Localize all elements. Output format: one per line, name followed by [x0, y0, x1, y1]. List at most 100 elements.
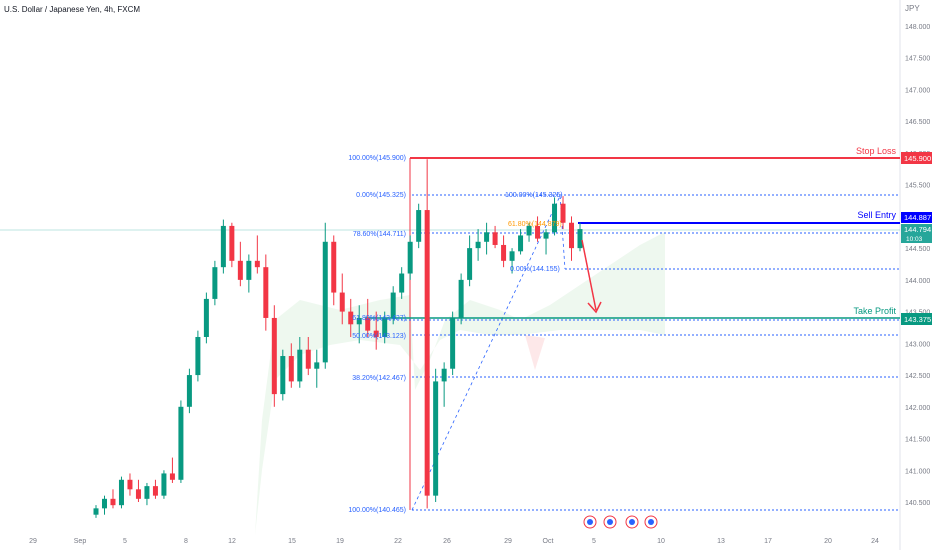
projection-arrow-shaft	[581, 239, 597, 311]
candle-body	[450, 317, 456, 369]
stop-loss-tag	[901, 152, 932, 164]
candle-body	[416, 210, 422, 242]
candle-body	[560, 203, 566, 223]
fib-label-786: 78.60%(144.711)	[353, 231, 406, 238]
candle-body	[212, 267, 218, 299]
fib-label-618: 61.80%(143.427)	[352, 315, 406, 322]
y-tick-label: 142.500	[905, 373, 930, 380]
fib-label-382: 38.20%(142.467)	[352, 375, 406, 382]
candle-body	[220, 225, 226, 268]
candle-body	[535, 225, 541, 239]
fib-right-label-618: 61.80%(144.879)	[508, 221, 562, 228]
y-tick-label: 141.000	[905, 468, 930, 475]
x-tick-label: 5	[592, 538, 596, 545]
fib-lines	[0, 194, 900, 511]
y-tick-label: 144.500	[905, 246, 930, 253]
stop-loss-label: Stop Loss	[856, 146, 897, 156]
candle-body	[484, 232, 490, 242]
candle-body	[348, 311, 354, 325]
fib-right-label-0: 0.00%(144.155)	[510, 266, 560, 273]
y-tick-label: 142.000	[905, 405, 930, 412]
x-tick-label: Sep	[74, 538, 87, 545]
candle-body	[144, 486, 150, 499]
candle-body	[543, 232, 549, 239]
candle-body	[569, 222, 575, 249]
candle-body	[169, 473, 175, 480]
sell-entry-tag	[901, 212, 932, 223]
take-profit-tag	[901, 313, 932, 325]
take-profit-value: 143.375	[904, 315, 931, 324]
y-tick-label: 147.000	[905, 87, 930, 94]
candle-body	[110, 498, 116, 506]
chart-title: U.S. Dollar / Japanese Yen, 4h, FXCM	[4, 5, 141, 14]
take-profit-label: Take Profit	[853, 306, 896, 316]
candle-body	[263, 267, 269, 318]
candle-body	[365, 317, 371, 331]
fib-right-label-100: 100.00%(145.325)	[505, 192, 563, 199]
candle-body	[356, 317, 362, 325]
candle-body	[433, 381, 439, 496]
candle-body	[118, 479, 124, 506]
candle-body	[475, 241, 481, 249]
flag-inner	[648, 519, 654, 525]
candle-body	[203, 298, 209, 337]
y-tick-label: 145.500	[905, 183, 930, 190]
candle-body	[501, 244, 507, 261]
y-axis-ticks: 148.000147.500147.000146.500146.000145.5…	[905, 24, 930, 507]
projection-arrow-head	[587, 301, 602, 314]
fib-label-100-top: 100.00%(145.900)	[348, 155, 406, 162]
candle-body	[135, 489, 141, 499]
candle-body	[101, 498, 107, 509]
candle-body	[271, 317, 277, 395]
candle-body	[467, 248, 473, 280]
candle-body	[399, 273, 405, 293]
candle-body	[229, 225, 235, 261]
y-tick-label: 148.000	[905, 24, 930, 31]
stop-loss-value: 145.900	[904, 154, 931, 163]
candle-body	[492, 232, 498, 245]
candle-body	[178, 406, 184, 480]
candle-body	[161, 473, 167, 496]
y-tick-label: 143.000	[905, 341, 930, 348]
candle-body	[93, 508, 99, 515]
sell-entry-value: 144.887	[904, 213, 931, 222]
candle-body	[441, 368, 447, 382]
x-tick-label: 8	[184, 538, 188, 545]
x-tick-label: 15	[288, 538, 296, 545]
candle-body	[526, 225, 532, 236]
x-tick-label: 10	[657, 538, 665, 545]
x-tick-label: 17	[764, 538, 772, 545]
candle-body	[280, 356, 286, 395]
candle-body	[288, 356, 294, 382]
fib-trend-line	[411, 195, 561, 511]
x-tick-label: 22	[394, 538, 402, 545]
x-tick-label: 5	[123, 538, 127, 545]
economic-events[interactable]	[583, 515, 658, 529]
fib-label-500: 50.00%(143.123)	[352, 333, 406, 340]
axis-currency: JPY	[905, 4, 920, 13]
sell-entry-label: Sell Entry	[857, 210, 896, 220]
current-price-tag	[901, 224, 932, 243]
fib-label-100-bottom: 100.00%(140.465)	[348, 507, 406, 514]
y-tick-label: 144.000	[905, 278, 930, 285]
x-tick-label: 13	[717, 538, 725, 545]
x-tick-label: 19	[336, 538, 344, 545]
y-tick-label: 141.500	[905, 437, 930, 444]
candle-body	[246, 260, 252, 280]
candle-body	[314, 362, 320, 369]
x-tick-label: 29	[504, 538, 512, 545]
x-tick-label: 20	[824, 538, 832, 545]
x-tick-label: 12	[228, 538, 236, 545]
fib-label-0: 0.00%(145.325)	[356, 192, 406, 199]
x-axis-ticks: 29 Sep 5 8 12 15 19 22 26 29 Oct 5 10 13 17 20 24	[29, 538, 879, 545]
y-tick-label: 147.500	[905, 56, 930, 63]
candle-body	[195, 336, 201, 376]
candle-body	[305, 349, 311, 369]
flag-inner	[629, 519, 635, 525]
candle-body	[552, 203, 558, 233]
candle-body	[254, 260, 260, 268]
flag-inner	[587, 519, 593, 525]
bar-countdown: 10:03	[906, 236, 923, 243]
candle-body	[373, 330, 379, 337]
